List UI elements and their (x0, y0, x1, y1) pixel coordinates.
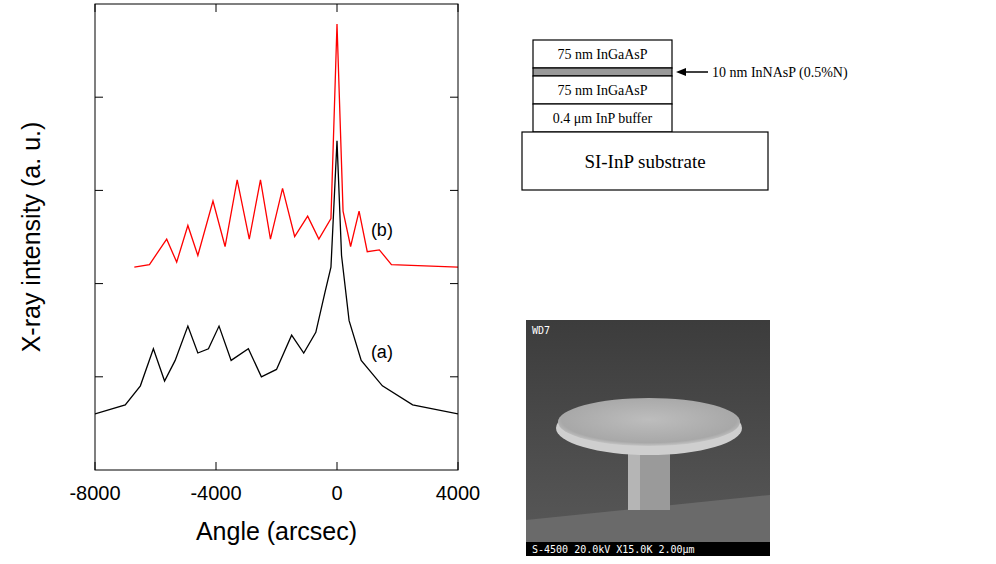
y-tick (450, 283, 458, 284)
x-tick (458, 4, 459, 12)
xrd-curve (95, 141, 458, 414)
layer-label: 0.4 μm InP buffer (553, 111, 653, 126)
x-tick (216, 4, 217, 12)
substrate-label: SI-InP substrate (584, 151, 705, 172)
x-axis-title: Angle (arcsec) (196, 517, 357, 545)
x-tick (216, 462, 217, 470)
x-tick (458, 462, 459, 470)
layer (533, 68, 672, 76)
sem-info-bar (526, 542, 770, 556)
y-tick (450, 190, 458, 191)
x-tick (95, 462, 96, 470)
x-tick-label: 4000 (436, 482, 481, 504)
y-tick (95, 190, 103, 191)
x-tick (95, 4, 96, 12)
sem-header: WD7 (532, 325, 550, 336)
callout-label: 10 nm InNAsP (0.5%N) (712, 65, 848, 81)
sem-background (526, 320, 770, 556)
y-axis-title: X-ray intensity (a. u.) (17, 122, 45, 353)
layer (533, 76, 672, 104)
x-tick (337, 4, 338, 12)
layer (533, 104, 672, 132)
sem-footer: S-4500 20.0kV X15.0K 2.00μm (532, 544, 695, 555)
y-tick (95, 376, 103, 377)
y-tick (450, 97, 458, 98)
xrd-curve (134, 24, 458, 267)
sem-disk (558, 398, 740, 446)
x-tick (337, 462, 338, 470)
layer-label: 75 nm InGaAsP (557, 47, 647, 62)
series-label: (a) (371, 342, 393, 362)
layer-label: 75 nm InGaAsP (557, 83, 647, 98)
series-label: (b) (371, 220, 393, 240)
layer-stack: 75 nm InGaAsP 75 nm InGaAsP 0.4 μm InP buf… (522, 40, 848, 190)
substrate (522, 132, 768, 190)
plot-area (95, 24, 458, 414)
y-tick (95, 283, 103, 284)
plot-frame (95, 4, 458, 470)
figure: -8000 -4000 0 4000 Angle (arcsec) X-ray inten… (0, 0, 996, 564)
x-tick-label: 0 (331, 482, 342, 504)
sem-image: WD7 S-4500 20.0kV X15.0K 2.00μm (526, 320, 770, 556)
callout-arrowhead (676, 68, 686, 76)
layer (533, 40, 672, 68)
x-tick-label: -8000 (69, 482, 120, 504)
x-tick-label: -4000 (190, 482, 241, 504)
y-tick (450, 376, 458, 377)
y-tick (95, 97, 103, 98)
